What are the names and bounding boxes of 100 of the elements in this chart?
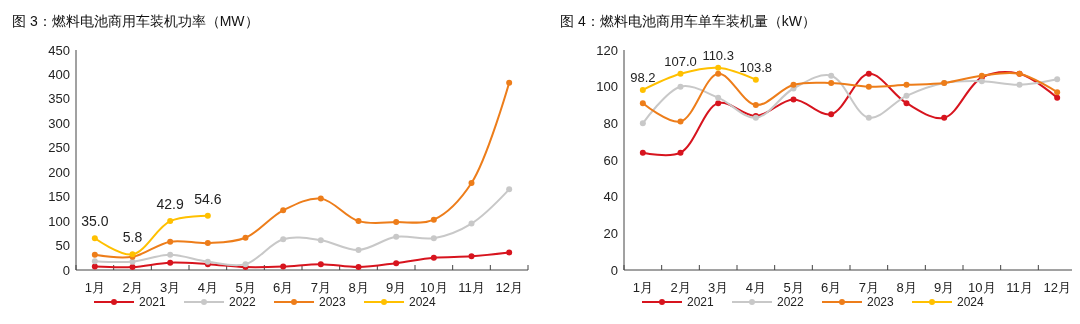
point <box>639 149 646 156</box>
legend-label: 2023 <box>867 295 895 309</box>
x-tick-label: 5月 <box>783 280 804 295</box>
point <box>468 220 475 227</box>
x-tick-label: 10月 <box>968 280 996 295</box>
data-label: 107.0 <box>664 53 697 69</box>
point <box>639 120 646 127</box>
point <box>355 246 362 253</box>
point <box>430 235 437 242</box>
point <box>715 100 722 107</box>
point <box>677 70 684 77</box>
legend-label: 2022 <box>229 295 257 309</box>
point <box>317 237 324 244</box>
point <box>790 81 797 88</box>
y-tick-label: 300 <box>48 115 70 131</box>
x-tick-label: 9月 <box>386 280 407 295</box>
point <box>91 235 98 242</box>
point <box>941 114 948 121</box>
y-tick-label: 50 <box>55 238 70 254</box>
x-tick-label: 7月 <box>310 280 331 295</box>
point <box>317 195 324 202</box>
x-tick-label: 6月 <box>821 280 842 295</box>
point <box>280 207 287 214</box>
x-tick-label: 5月 <box>235 280 256 295</box>
point <box>280 263 287 270</box>
y-tick-label: 200 <box>48 164 70 180</box>
x-tick-label: 2月 <box>122 280 143 295</box>
y-tick-label: 0 <box>62 262 70 278</box>
point <box>393 260 400 267</box>
chart-title: 图 4：燃料电池商用车单车装机量（kW） <box>560 13 816 29</box>
x-tick-label: 8月 <box>348 280 369 295</box>
x-tick-label: 2月 <box>670 280 691 295</box>
point <box>167 218 174 225</box>
data-label: 110.3 <box>702 47 734 63</box>
point <box>430 216 437 223</box>
y-tick-label: 100 <box>596 79 618 95</box>
y-tick-label: 400 <box>48 66 70 82</box>
y-tick-label: 250 <box>48 140 70 156</box>
point <box>167 238 174 245</box>
point <box>715 94 722 101</box>
x-tick-label: 10月 <box>420 280 448 295</box>
x-tick-label: 4月 <box>197 280 218 295</box>
point <box>752 102 759 108</box>
data-label: 98.2 <box>630 69 656 85</box>
point <box>1054 94 1061 101</box>
point <box>355 218 362 225</box>
x-tick-label: 12月 <box>1043 280 1071 295</box>
point <box>430 254 437 261</box>
point <box>828 72 835 79</box>
point <box>1016 81 1023 88</box>
point <box>317 261 324 268</box>
x-tick-label: 12月 <box>495 280 523 295</box>
point <box>903 100 910 107</box>
point <box>865 83 872 90</box>
y-tick-label: 80 <box>603 115 618 131</box>
legend-label: 2021 <box>139 295 167 309</box>
point <box>468 179 475 186</box>
y-tick-label: 20 <box>603 225 618 241</box>
x-tick-label: 9月 <box>934 280 955 295</box>
x-tick-label: 3月 <box>708 280 729 295</box>
y-tick-label: 120 <box>596 42 618 58</box>
y-tick-label: 150 <box>48 189 70 205</box>
point <box>242 234 249 241</box>
legend-label: 2021 <box>687 295 715 309</box>
annotation: 35.0 <box>81 213 109 230</box>
point <box>280 236 287 243</box>
x-tick-label: 11月 <box>458 280 485 295</box>
point <box>639 100 646 107</box>
point <box>865 114 872 121</box>
y-tick-label: 350 <box>48 91 70 107</box>
point <box>506 79 513 86</box>
x-tick-label: 6月 <box>273 280 294 295</box>
point <box>91 251 98 258</box>
x-tick-label: 1月 <box>84 280 105 295</box>
point <box>903 92 910 99</box>
point <box>91 263 98 270</box>
point <box>677 83 684 90</box>
point <box>91 258 98 265</box>
point <box>790 96 797 103</box>
point <box>978 78 985 85</box>
point <box>1054 89 1061 96</box>
legend-label: 2024 <box>409 295 437 309</box>
y-tick-label: 450 <box>48 42 70 58</box>
point <box>167 259 174 266</box>
y-tick-label: 60 <box>603 152 618 168</box>
point <box>865 70 872 77</box>
legend-label: 2023 <box>319 295 347 309</box>
y-tick-label: 100 <box>48 213 70 229</box>
x-tick-label: 3月 <box>160 280 181 295</box>
annotation: 54.6 <box>194 190 222 207</box>
point <box>715 64 722 71</box>
y-tick-label: 40 <box>603 189 618 205</box>
x-tick-label: 4月 <box>745 280 766 295</box>
point <box>393 233 400 240</box>
point <box>752 76 759 83</box>
data-label: 103.8 <box>739 59 773 75</box>
point <box>715 70 722 77</box>
point <box>506 186 513 193</box>
point <box>393 219 400 226</box>
x-tick-label: 1月 <box>632 280 653 295</box>
